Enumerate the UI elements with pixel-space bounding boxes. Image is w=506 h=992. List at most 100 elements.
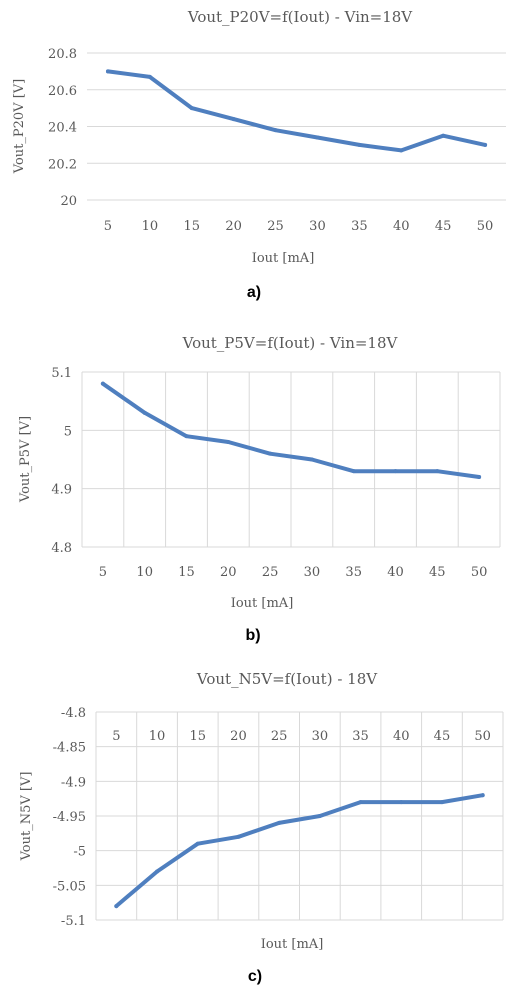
chart-b-y-label: Vout_P5V [V] (18, 416, 33, 503)
chart-c-x-ticks: 5 10 15 20 25 30 35 40 45 50 (112, 729, 491, 744)
data-point (147, 74, 152, 79)
x-tick-label: 10 (142, 219, 159, 234)
y-tick-label: -5 (73, 845, 86, 860)
chart-a-caption: a) (247, 284, 261, 301)
x-tick-label: 20 (225, 219, 242, 234)
chart-c-y-label: Vout_N5V [V] (19, 772, 34, 862)
y-tick-label: -4.95 (53, 810, 86, 825)
data-point (155, 869, 160, 874)
y-tick-label: 4.9 (51, 483, 72, 498)
x-tick-label: 40 (393, 219, 410, 234)
y-tick-label: 5.1 (51, 366, 72, 381)
chart-a-y-label: Vout_P20V [V] (12, 79, 27, 174)
chart-a-x-label: Iout [mA] (252, 251, 315, 266)
x-tick-label: 20 (220, 565, 237, 580)
x-tick-label: 30 (304, 565, 321, 580)
data-point (114, 904, 119, 909)
data-point (277, 820, 282, 825)
chart-a-grid (87, 52, 506, 201)
data-point (189, 106, 194, 111)
x-tick-label: 35 (352, 729, 369, 744)
data-point (142, 410, 147, 415)
x-tick-label: 45 (434, 729, 451, 744)
data-point (480, 793, 485, 798)
series-line (106, 69, 488, 153)
x-tick-label: 20 (230, 729, 247, 744)
chart-c-caption: c) (248, 968, 262, 985)
data-point (483, 142, 488, 147)
x-tick-label: 10 (149, 729, 166, 744)
data-point (315, 135, 320, 140)
y-tick-label: 20 (60, 194, 77, 209)
y-tick-label: 20.2 (48, 157, 77, 172)
chart-b: Vout_P5V=f(Iout) - Vin=18V 4.8 4.9 5 5.1 5 1… (18, 334, 501, 644)
y-tick-label: 20.8 (48, 47, 77, 62)
data-point (439, 800, 444, 805)
y-tick-label: -4.8 (61, 706, 86, 721)
x-tick-label: 40 (387, 565, 404, 580)
data-point (399, 148, 404, 153)
data-point (226, 440, 231, 444)
data-point (309, 457, 314, 462)
chart-c-grid (95, 711, 504, 921)
x-tick-label: 45 (429, 565, 446, 580)
x-tick-label: 50 (477, 219, 494, 234)
x-tick-label: 30 (312, 729, 329, 744)
chart-b-caption: b) (245, 627, 260, 644)
chart-a-x-ticks: 5 10 15 20 25 30 35 40 45 50 (104, 219, 494, 234)
x-tick-label: 15 (189, 729, 206, 744)
x-tick-label: 35 (345, 565, 362, 580)
x-tick-label: 30 (309, 219, 326, 234)
x-tick-label: 50 (471, 565, 488, 580)
chart-a-series (105, 69, 488, 153)
data-point (273, 128, 278, 133)
data-point (231, 117, 236, 122)
data-point (195, 841, 200, 846)
x-tick-label: 25 (262, 565, 279, 580)
series-line (114, 793, 485, 909)
x-tick-label: 5 (104, 219, 112, 234)
chart-b-series (100, 381, 482, 479)
chart-b-y-ticks: 4.8 4.9 5 5.1 (51, 366, 72, 556)
data-point (268, 451, 273, 456)
y-tick-label: -5.05 (53, 879, 86, 894)
x-tick-label: 35 (351, 219, 368, 234)
y-tick-label: 20.4 (48, 121, 77, 136)
chart-c: Vout_N5V=f(Iout) - 18V -5.1-5.05-5-4.95-… (19, 670, 504, 985)
series-line (100, 381, 482, 479)
data-point (393, 469, 398, 474)
x-tick-label: 5 (112, 729, 120, 744)
x-tick-label: 25 (271, 729, 288, 744)
y-tick-label: 4.8 (51, 541, 72, 556)
chart-a-title: Vout_P20V=f(Iout) - Vin=18V (187, 8, 413, 26)
x-tick-label: 5 (99, 565, 107, 580)
chart-c-series (114, 793, 485, 909)
x-tick-label: 15 (178, 565, 195, 580)
chart-c-title: Vout_N5V=f(Iout) - 18V (196, 670, 378, 688)
data-point (184, 434, 189, 439)
data-point (441, 133, 446, 138)
x-tick-label: 15 (183, 219, 200, 234)
x-tick-label: 50 (474, 729, 491, 744)
y-tick-label: 20.6 (48, 84, 77, 99)
x-tick-label: 10 (136, 565, 153, 580)
data-point (357, 142, 362, 147)
chart-c-y-ticks: -5.1 -5.05 -5 -4.95 -4.9 -4.85 -4.8 (53, 706, 86, 929)
y-tick-label: -4.85 (53, 741, 86, 756)
chart-b-x-ticks: 5 10 15 20 25 30 35 40 45 50 (99, 565, 488, 580)
data-point (236, 834, 241, 839)
y-tick-label: -5.1 (61, 914, 86, 929)
data-point (100, 381, 105, 386)
y-tick-label: 5 (64, 424, 72, 439)
y-tick-label: -4.9 (61, 775, 86, 790)
data-point (358, 800, 363, 805)
x-tick-label: 40 (393, 729, 410, 744)
chart-b-title: Vout_P5V=f(Iout) - Vin=18V (182, 334, 399, 352)
data-point (477, 475, 482, 479)
chart-b-x-label: Iout [mA] (231, 596, 294, 611)
x-tick-label: 25 (267, 219, 284, 234)
chart-a: Vout_P20V=f(Iout) - Vin=18V 20 20.2 20.4 20… (12, 8, 506, 301)
chart-b-grid (81, 371, 501, 548)
